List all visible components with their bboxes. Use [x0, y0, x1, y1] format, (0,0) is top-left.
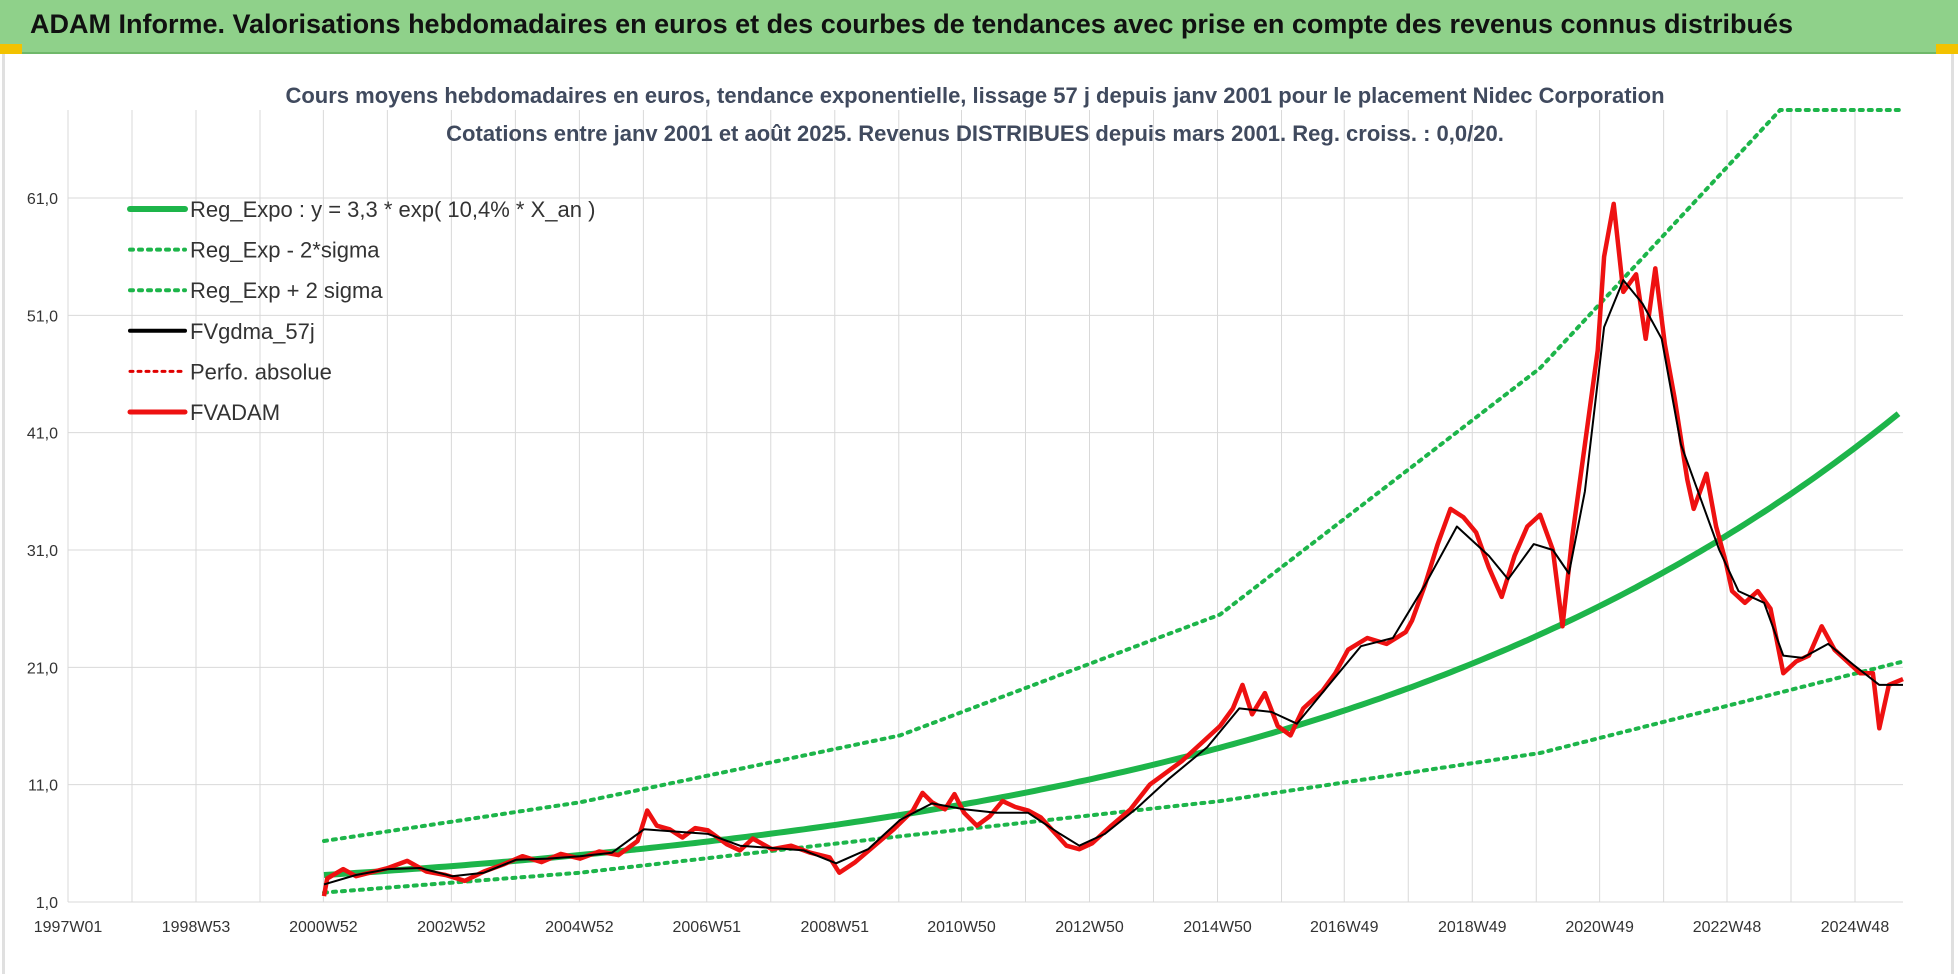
chart-legend: Reg_Expo : y = 3,3 * exp( 10,4% * X_an )…: [127, 197, 595, 425]
series-reg-exp-minus-2-sigma: [322, 659, 1905, 895]
legend-label-plus: Reg_Exp + 2 sigma: [190, 278, 383, 303]
chart-series: [321, 108, 1905, 897]
series-reg-exp-plus-2-sigma: [322, 108, 1905, 843]
x-axis-ticks: 1997W01 1998W53 2000W52 2002W52 2004W52 2006W…: [34, 919, 1890, 936]
y-tick-label: 31,0: [27, 543, 58, 560]
x-tick-label: 2018W49: [1438, 919, 1507, 936]
legend-label-fvadam: FVADAM: [190, 400, 280, 425]
corner-mark-right: [1936, 44, 1958, 54]
series-fvadam: [321, 201, 1904, 897]
report-title: ADAM Informe. Valorisations hebdomadaire…: [30, 9, 1794, 39]
y-tick-label: 41,0: [27, 426, 58, 443]
y-axis-ticks: 1,0 11,0 21,0 31,0 41,0 51,0 61,0: [27, 191, 58, 912]
x-tick-label: 2008W51: [801, 919, 870, 936]
legend-label-fvgdma: FVgdma_57j: [190, 319, 315, 344]
series-fvgdma-57j: [323, 279, 1903, 886]
chart-grid: [67, 110, 1903, 903]
legend-label-minus: Reg_Exp - 2*sigma: [190, 238, 380, 263]
x-tick-label: 2006W51: [673, 919, 742, 936]
chart-subtitle: Cotations entre janv 2001 et août 2025. …: [446, 121, 1504, 146]
corner-mark-left: [0, 44, 22, 54]
y-tick-label: 11,0: [28, 778, 58, 795]
y-tick-label: 1,0: [36, 895, 58, 912]
x-tick-label: 2010W50: [927, 919, 996, 936]
y-tick-label: 21,0: [27, 660, 58, 677]
x-tick-label: 1998W53: [162, 919, 231, 936]
x-tick-label: 2022W48: [1693, 919, 1762, 936]
x-tick-label: 2020W49: [1565, 919, 1634, 936]
x-tick-label: 2016W49: [1310, 919, 1379, 936]
legend-label-reg: Reg_Expo : y = 3,3 * exp( 10,4% * X_an ): [190, 197, 595, 222]
report-banner: ADAM Informe. Valorisations hebdomadaire…: [0, 0, 1958, 54]
legend-label-perfo: Perfo. absolue: [190, 359, 332, 384]
x-tick-label: 1997W01: [34, 919, 103, 936]
x-tick-label: 2004W52: [545, 919, 614, 936]
x-tick-label: 2000W52: [289, 919, 358, 936]
x-tick-label: 2012W50: [1055, 919, 1124, 936]
x-tick-label: 2014W50: [1183, 919, 1252, 936]
y-tick-label: 61,0: [27, 191, 58, 208]
x-tick-label: 2024W48: [1821, 919, 1890, 936]
x-tick-label: 2002W52: [417, 919, 486, 936]
chart-title: Cours moyens hebdomadaires en euros, ten…: [285, 83, 1664, 108]
y-tick-label: 51,0: [27, 308, 58, 325]
